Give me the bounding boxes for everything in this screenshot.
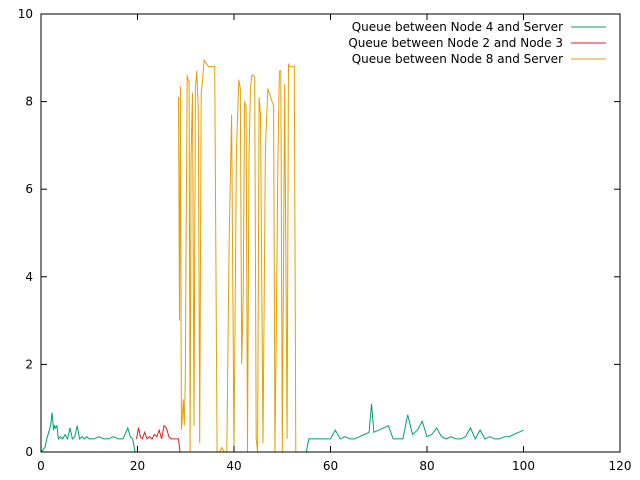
x-tick-label: 100	[512, 459, 535, 473]
series-line-1	[40, 403, 524, 453]
legend: Queue between Node 4 and Server Queue bet…	[348, 20, 606, 66]
series-line-2	[136, 424, 181, 453]
x-tick-label: 20	[130, 459, 145, 473]
series-line-3	[178, 58, 307, 453]
y-tick-label: 8	[25, 95, 33, 109]
x-tick-label: 60	[323, 459, 338, 473]
legend-label-1: Queue between Node 4 and Server	[352, 20, 563, 34]
x-tick-label: 80	[419, 459, 434, 473]
legend-label-2: Queue between Node 2 and Node 3	[348, 36, 563, 50]
y-tick-label: 4	[25, 270, 33, 284]
y-tick-label: 10	[18, 7, 33, 21]
x-tick-label: 120	[609, 459, 632, 473]
legend-label-3: Queue between Node 8 and Server	[352, 52, 563, 66]
x-tick-label: 40	[226, 459, 241, 473]
ticks-layer: 0 20 40 60 80 100 120 0 2 4 6 8 10	[18, 7, 632, 473]
y-tick-label: 2	[25, 357, 33, 371]
x-tick-label: 0	[37, 459, 45, 473]
y-tick-label: 0	[25, 445, 33, 459]
y-tick-label: 6	[25, 182, 33, 196]
series-layer	[40, 58, 524, 453]
